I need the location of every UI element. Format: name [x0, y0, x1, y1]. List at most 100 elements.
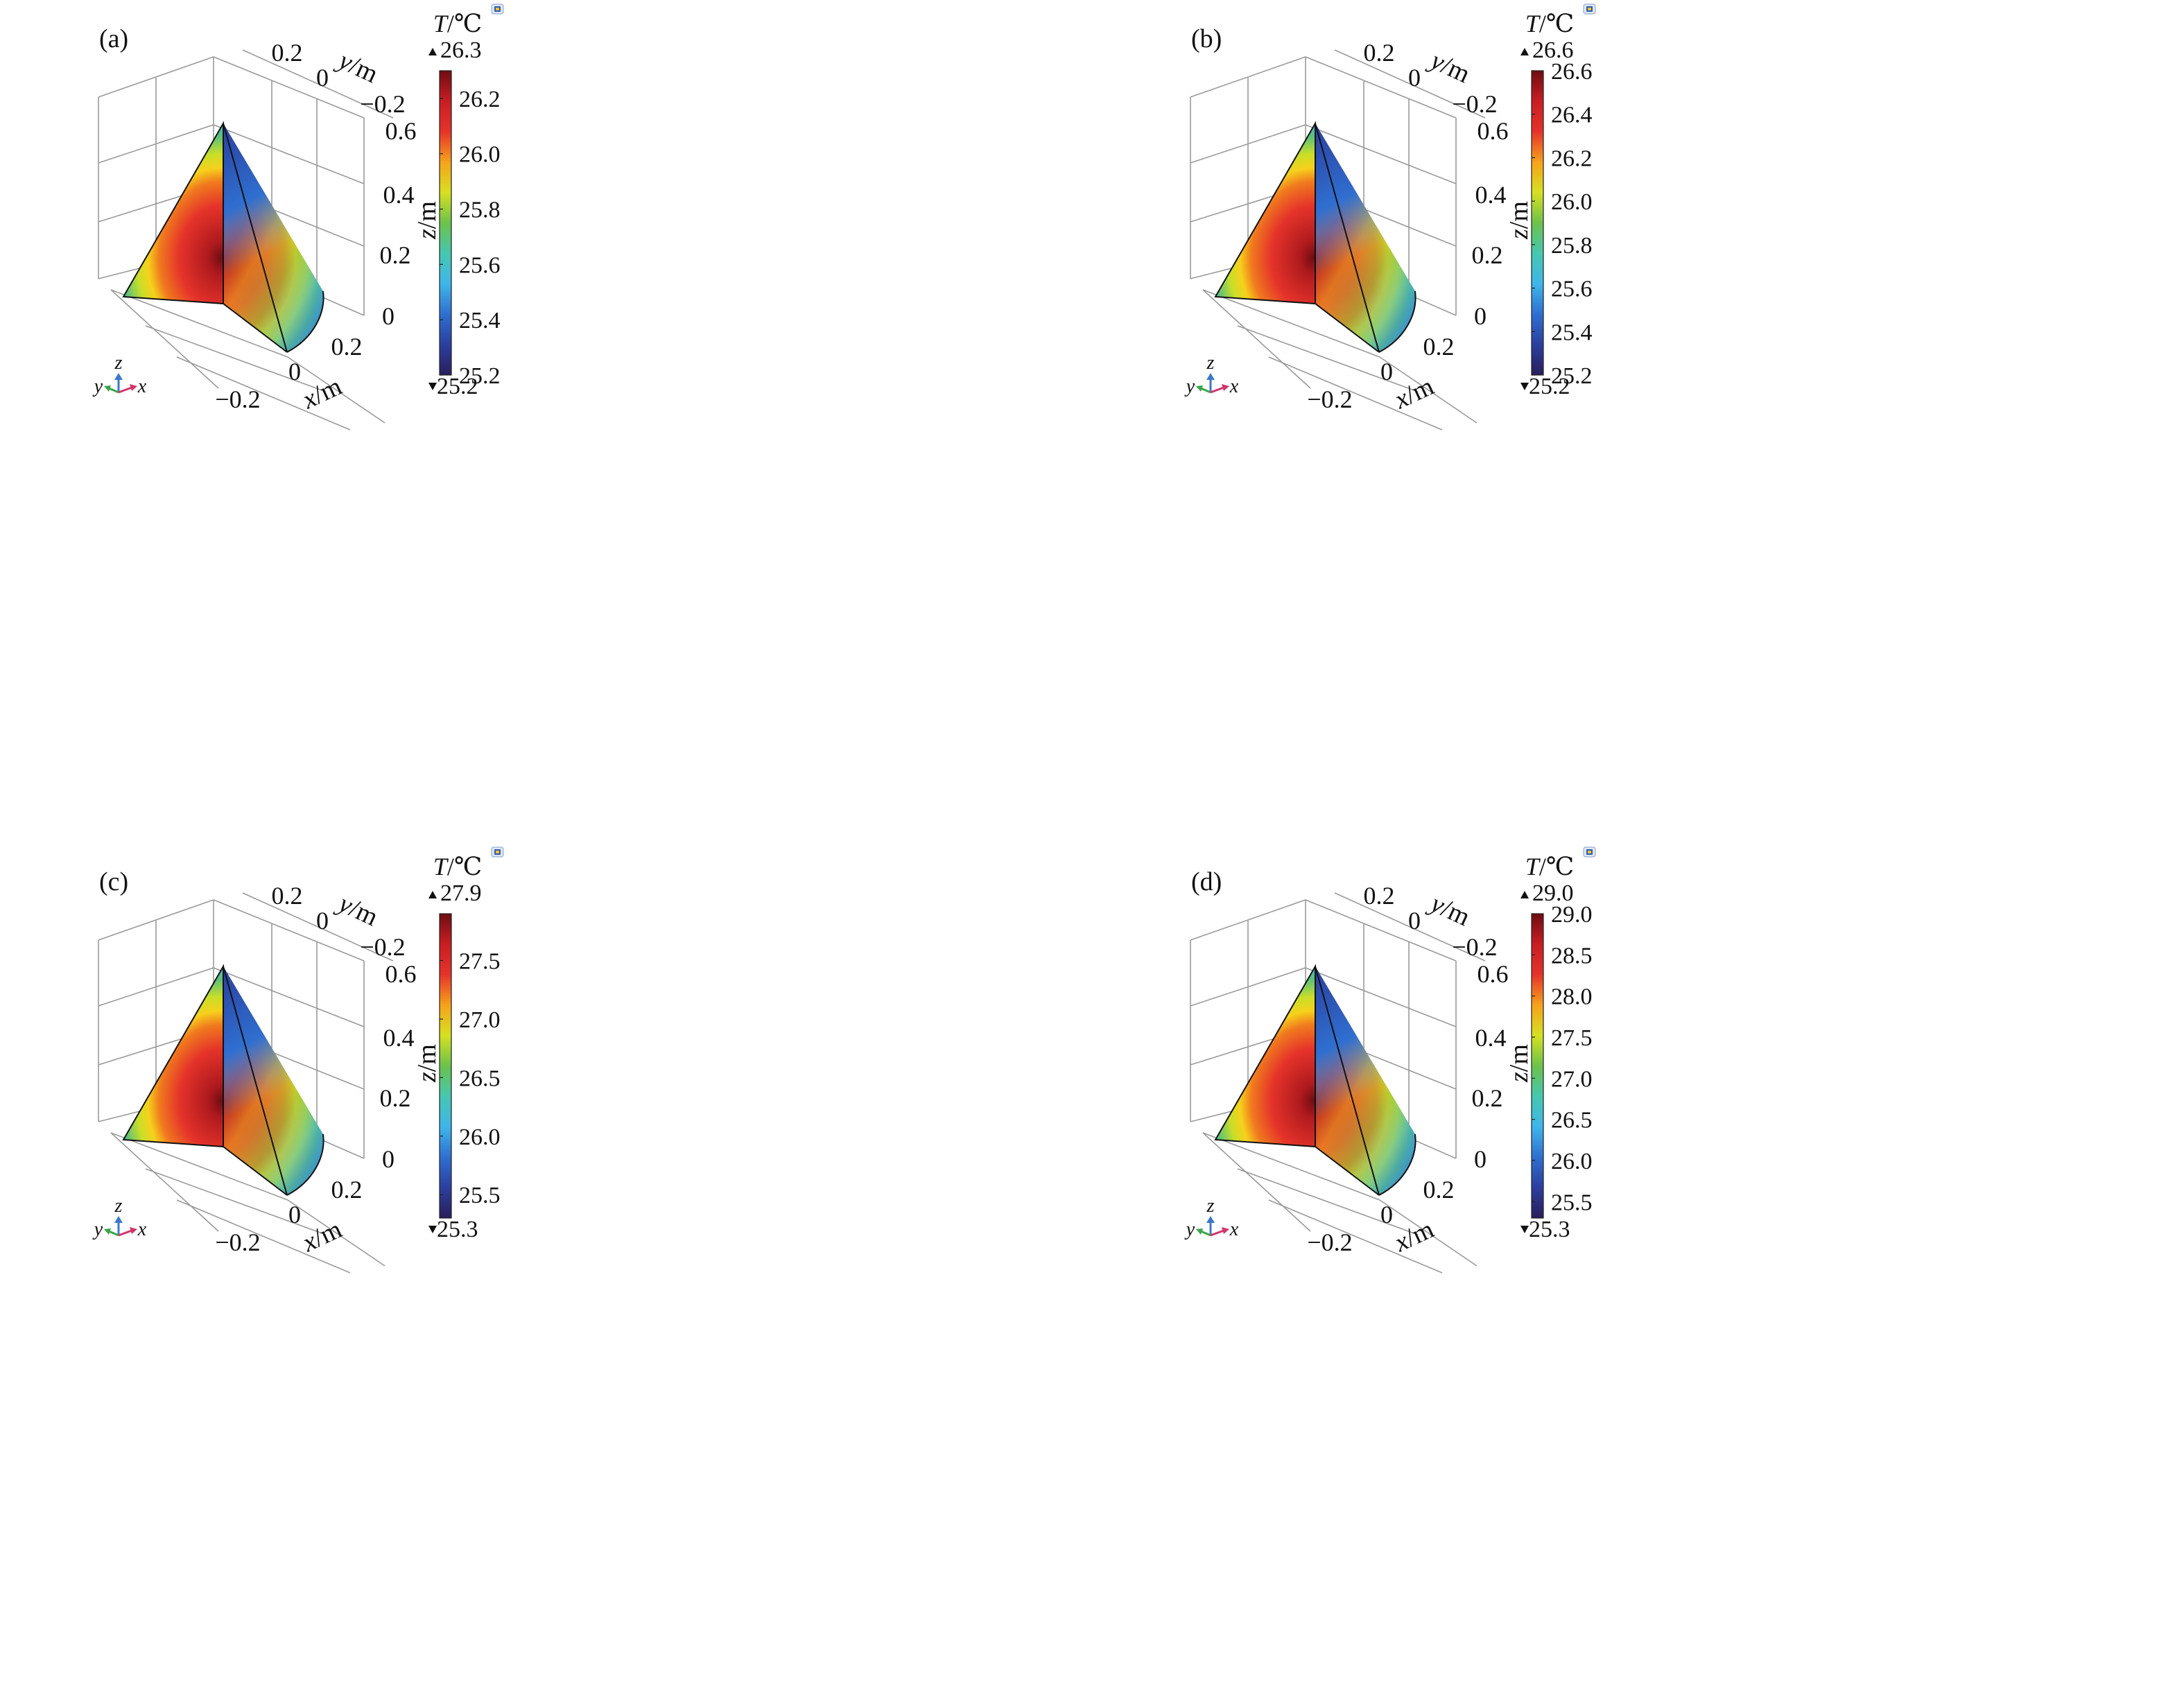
triad-y-label: y	[1184, 376, 1195, 397]
software-icon	[1583, 846, 1596, 858]
temperature-surface	[1215, 966, 1416, 1195]
x-arrow-icon	[130, 1227, 137, 1234]
x-arrow-icon	[130, 384, 137, 391]
panel-c: (c) 0.2 0 −0.2 y/m 0.6 0.4 0.2 0 z/m 0.2 0 −0.2 x/m z y…	[0, 843, 1092, 1686]
z-axis-label: z/m	[413, 1044, 442, 1083]
triad-y-label: y	[1184, 1219, 1195, 1240]
x-tick-label: −0.2	[215, 1228, 260, 1256]
colorbar-tick-label: 25.4	[459, 308, 501, 333]
colorbar: T/℃26.3 25.225.2 25.4 25.6 25.8 26.0 26.2	[428, 10, 501, 399]
grid-line	[176, 1199, 351, 1274]
grid-line	[98, 967, 365, 1027]
z-tick-label: 0.2	[1472, 241, 1503, 269]
plot-area: (c) 0.20−0.2y/m0.60.40.20z/m0.20−0.2 x/mzy…	[92, 867, 442, 1274]
grid-line	[287, 1199, 385, 1267]
colorbar-max-label: 26.3	[440, 37, 482, 63]
x-tick-label: 0	[288, 1201, 301, 1228]
chart-svg: (c) 0.20−0.2y/m0.60.40.20z/m0.20−0.2 x/mzy…	[92, 846, 504, 1274]
colorbar: T/℃26.625.225.225.425.625.826.026.226.42…	[1520, 10, 1593, 399]
colorbar-min-label: 25.3	[1529, 1217, 1570, 1242]
y-tick-label: −0.2	[1452, 90, 1497, 118]
triad-x-label: x	[1229, 376, 1239, 397]
panel-b: (b) 0.2 0 −0.2 y/m 0.6 0.4 0.2 0 z/m 0.2 0 −0.2 x/m z y…	[1092, 0, 2184, 843]
grid-line	[110, 289, 219, 389]
colorbar-max-label: 27.9	[440, 880, 482, 906]
software-icon	[491, 846, 504, 858]
min-marker-icon	[428, 1226, 437, 1233]
max-marker-icon	[1520, 48, 1529, 55]
colorbar-gradient	[439, 913, 452, 1219]
colorbar-tick-label: 26.0	[1551, 1149, 1593, 1174]
z-tick-label: 0	[382, 1145, 395, 1173]
surface-edges	[122, 964, 324, 1196]
grid-line	[1237, 325, 1419, 392]
grid-line	[1202, 1132, 1311, 1232]
grid-line	[1268, 1199, 1443, 1274]
z-tick-label: 0.6	[385, 117, 417, 145]
axis-triad: zy x	[92, 1195, 147, 1240]
z-tick-label: 0	[1474, 302, 1487, 330]
plot-area: (d) 0.20−0.2y/m0.60.40.20z/m0.20−0.2 x/mzy…	[1184, 867, 1534, 1274]
panel-label: (c)	[99, 867, 128, 896]
colorbar-tick-label: 27.0	[1551, 1066, 1593, 1092]
y-tick-label: 0	[316, 907, 329, 935]
colorbar-title: T/℃	[433, 853, 482, 880]
chart-svg: (d) 0.20−0.2y/m0.60.40.20z/m0.20−0.2 x/mzy…	[1184, 846, 1596, 1274]
z-tick-label: 0.6	[385, 960, 417, 988]
software-icon	[491, 3, 504, 15]
grid-line	[1237, 1168, 1419, 1235]
z-arrow-icon	[114, 373, 123, 380]
grid-line	[176, 356, 351, 431]
grid-line	[1190, 967, 1457, 1027]
colorbar-tick-label: 25.5	[1551, 1190, 1593, 1215]
triad-z-label: z	[1206, 352, 1215, 374]
min-marker-icon	[428, 383, 437, 390]
z-tick-label: 0.6	[1477, 117, 1509, 145]
triad-z-label: z	[1206, 1195, 1215, 1217]
colorbar: T/℃29.025.325.526.026.527.027.528.028.52…	[1520, 853, 1593, 1242]
software-icon	[1583, 3, 1596, 15]
colorbar-tick-label: 25.6	[1551, 277, 1593, 302]
y-arrow-icon	[104, 1228, 111, 1235]
colorbar-tick-label: 26.0	[459, 1124, 501, 1150]
grid-line	[110, 289, 288, 358]
x-axis-label: x/m	[1389, 1215, 1438, 1258]
colorbar-tick-label: 27.5	[1551, 1025, 1593, 1051]
grid-line	[110, 1132, 219, 1232]
z-axis-label: z/m	[413, 201, 442, 240]
y-tick-label: 0	[1408, 64, 1421, 92]
colorbar-max-label: 26.6	[1532, 37, 1574, 63]
z-tick-label: 0.2	[380, 241, 411, 269]
x-axis-label: x/m	[297, 372, 346, 415]
panel-label: (b)	[1191, 24, 1222, 53]
grid-line	[242, 892, 394, 962]
grid-line	[1334, 49, 1486, 119]
x-axis-label: x/m	[1389, 372, 1438, 415]
z-tick-label: 0.2	[1472, 1084, 1503, 1112]
colorbar-title: T/℃	[1525, 853, 1574, 880]
colorbar-tick-label: 26.0	[459, 142, 501, 168]
grid-line	[1202, 289, 1380, 358]
triad-x-label: x	[1229, 1219, 1239, 1240]
x-tick-label: 0.2	[331, 333, 363, 360]
colorbar-tick-label: 25.5	[459, 1183, 501, 1208]
colorbar-tick-label: 29.0	[1551, 902, 1593, 928]
min-marker-icon	[1520, 383, 1529, 390]
colorbar-min-label: 25.2	[437, 374, 478, 399]
grid-line	[145, 1168, 327, 1235]
colorbar-gradient	[1531, 913, 1544, 1219]
colorbar-tick-label: 25.6	[459, 252, 501, 278]
x-tick-label: −0.2	[1307, 1228, 1352, 1256]
grid-line	[242, 49, 394, 119]
y-tick-label: 0.2	[1364, 882, 1395, 910]
x-tick-label: −0.2	[1307, 385, 1352, 413]
x-tick-label: 0.2	[1423, 1176, 1455, 1203]
triad-x-label: x	[137, 376, 147, 397]
triad-y-label: y	[92, 1219, 103, 1240]
y-tick-label: −0.2	[360, 90, 405, 118]
y-axis-label: y/m	[1424, 44, 1475, 89]
y-tick-label: 0.2	[272, 882, 303, 910]
x-arrow-icon	[1222, 1227, 1229, 1234]
colorbar-tick-label: 26.6	[1551, 59, 1593, 85]
z-tick-label: 0.4	[383, 1024, 415, 1052]
